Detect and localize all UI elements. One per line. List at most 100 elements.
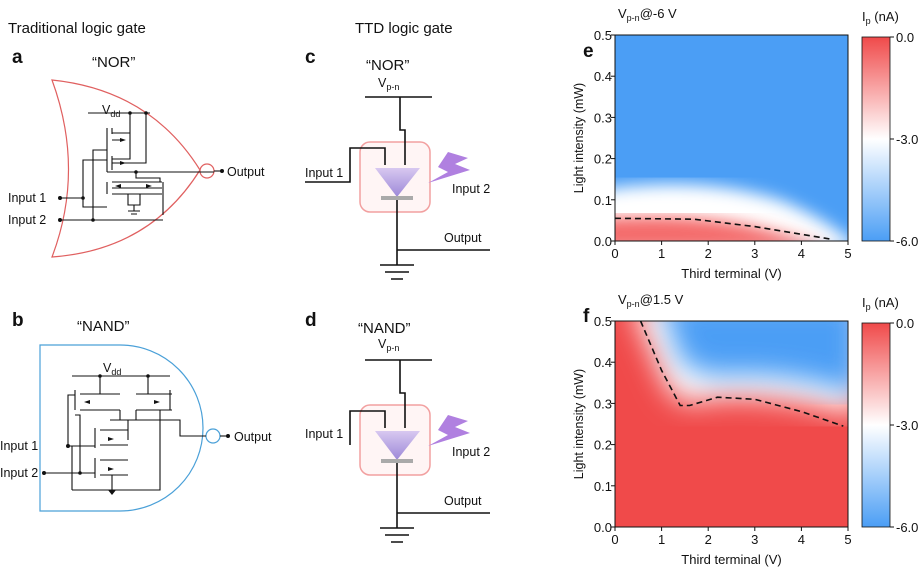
output-label: Output bbox=[444, 494, 482, 508]
panel-d: d “NAND” Vp-n Input 1 Input 2 Output bbox=[305, 310, 490, 543]
plot-title: Vp-n@-6 V bbox=[618, 6, 677, 23]
diode-icon bbox=[375, 431, 420, 460]
title-main: V bbox=[618, 292, 627, 307]
input1-label: Input 1 bbox=[0, 439, 38, 453]
x-tick-label: 5 bbox=[844, 246, 851, 261]
nor-gate-outline bbox=[51, 79, 201, 258]
x-axis-label: Third terminal (V) bbox=[681, 552, 781, 567]
colorbar-tick-label: 0.0 bbox=[896, 316, 914, 331]
panel-a: a “NOR” Vdd Input 1 Input 2 Output bbox=[8, 47, 265, 258]
y-tick-label: 0.0 bbox=[594, 520, 612, 535]
header-traditional: Traditional logic gate bbox=[8, 20, 146, 37]
output-label: Output bbox=[444, 231, 482, 245]
x-tick-label: 4 bbox=[798, 246, 805, 261]
x-tick-label: 2 bbox=[705, 246, 712, 261]
nand-gate-outline bbox=[39, 344, 204, 512]
y-tick-label: 0.1 bbox=[594, 479, 612, 494]
ground-icon bbox=[380, 264, 414, 280]
input1-label: Input 1 bbox=[305, 166, 343, 180]
x-tick-label: 0 bbox=[611, 532, 618, 547]
x-tick-label: 3 bbox=[751, 246, 758, 261]
colorbar-tick-label: -3.0 bbox=[896, 132, 918, 147]
y-tick-label: 0.0 bbox=[594, 234, 612, 249]
y-axis-label: Light intensity (mW) bbox=[572, 369, 586, 479]
diode-bar bbox=[381, 196, 413, 200]
x-tick-label: 3 bbox=[751, 532, 758, 547]
y-tick-label: 0.1 bbox=[594, 193, 612, 208]
y-tick-label: 0.2 bbox=[594, 438, 612, 453]
cb-rest: (nA) bbox=[871, 9, 899, 24]
cb-sub: p bbox=[866, 302, 871, 312]
x-tick-label: 1 bbox=[658, 532, 665, 547]
header-ttd: TTD logic gate bbox=[355, 20, 453, 37]
x-tick-label: 0 bbox=[611, 246, 618, 261]
panel-label: a bbox=[12, 47, 23, 68]
x-axis-label: Third terminal (V) bbox=[681, 266, 781, 281]
output-label: Output bbox=[227, 165, 265, 179]
colorbar-tick-label: -6.0 bbox=[896, 234, 918, 249]
panel-title: “NAND” bbox=[358, 320, 411, 337]
cb-sub: p bbox=[866, 16, 871, 26]
panel-title: “NOR” bbox=[92, 54, 135, 71]
y-tick-label: 0.3 bbox=[594, 396, 612, 411]
colorbar-tick-label: -3.0 bbox=[896, 418, 918, 433]
output-label: Output bbox=[234, 430, 272, 444]
vpn-label: Vp-n bbox=[378, 76, 399, 92]
heatmap-e: e 0 1 2 3 4 5 0.0 0.1 0.2 0.3 0.4 0.5 Third terminal … bbox=[572, 6, 918, 281]
title-sub: p-n bbox=[627, 13, 640, 23]
colorbar-label: Ip (nA) bbox=[862, 9, 899, 26]
cb-rest: (nA) bbox=[871, 295, 899, 310]
panel-b: b “NAND” Vdd Input 1 Input 2 Output bbox=[0, 310, 272, 512]
x-tick-label: 2 bbox=[705, 532, 712, 547]
ground-icon bbox=[380, 527, 414, 543]
title-rest: @-6 V bbox=[640, 6, 677, 21]
input1-label: Input 1 bbox=[8, 191, 46, 205]
heatmap-f-field bbox=[615, 321, 848, 527]
y-tick-label: 0.4 bbox=[594, 355, 612, 370]
heatmap-f: f 0 1 2 3 4 5 0.0 0.1 0.2 0.3 0.4 0.5 Third terminal … bbox=[572, 292, 918, 567]
panel-label: b bbox=[12, 310, 24, 331]
input2-label: Input 2 bbox=[8, 213, 46, 227]
colorbar-tick-label: 0.0 bbox=[896, 30, 914, 45]
title-main: V bbox=[618, 6, 627, 21]
x-tick-label: 5 bbox=[844, 532, 851, 547]
y-tick-label: 0.5 bbox=[594, 28, 612, 43]
colorbar bbox=[861, 36, 891, 242]
x-tick-label: 4 bbox=[798, 532, 805, 547]
nand-transistor-network bbox=[42, 374, 230, 495]
y-tick-label: 0.5 bbox=[594, 314, 612, 329]
panel-c: c “NOR” Vp-n Input 1 Input 2 Output bbox=[305, 47, 490, 280]
cb-main: I bbox=[862, 9, 866, 24]
x-tick-label: 1 bbox=[658, 246, 665, 261]
plot-frame bbox=[614, 320, 849, 528]
plot-frame bbox=[614, 34, 849, 242]
y-tick-label: 0.4 bbox=[594, 69, 612, 84]
lightning-icon bbox=[428, 152, 470, 183]
panel-title: “NAND” bbox=[77, 318, 130, 335]
panel-label: c bbox=[305, 47, 316, 68]
plot-title: Vp-n@1.5 V bbox=[618, 292, 684, 309]
input2-label: Input 2 bbox=[452, 182, 490, 196]
vdd-label: Vdd bbox=[102, 103, 120, 119]
input1-label: Input 1 bbox=[305, 427, 343, 441]
lightning-icon bbox=[428, 415, 470, 446]
colorbar-tick-label: -6.0 bbox=[896, 520, 918, 535]
title-rest: @1.5 V bbox=[640, 292, 684, 307]
panel-title: “NOR” bbox=[366, 57, 409, 74]
colorbar bbox=[861, 322, 891, 528]
panel-label: e bbox=[583, 41, 594, 62]
panel-label: f bbox=[583, 306, 590, 327]
diode-icon bbox=[375, 168, 420, 197]
panel-label: d bbox=[305, 310, 317, 331]
input2-label: Input 2 bbox=[0, 466, 38, 480]
boundary-dashed-line bbox=[639, 320, 844, 427]
y-tick-label: 0.2 bbox=[594, 152, 612, 167]
inverter-bubble bbox=[205, 428, 221, 444]
y-axis-label: Light intensity (mW) bbox=[572, 83, 586, 193]
vdd-label: Vdd bbox=[103, 361, 121, 377]
input2-label: Input 2 bbox=[452, 445, 490, 459]
diode-bar bbox=[381, 459, 413, 463]
cb-main: I bbox=[862, 295, 866, 310]
nor-transistor-network bbox=[58, 111, 224, 222]
